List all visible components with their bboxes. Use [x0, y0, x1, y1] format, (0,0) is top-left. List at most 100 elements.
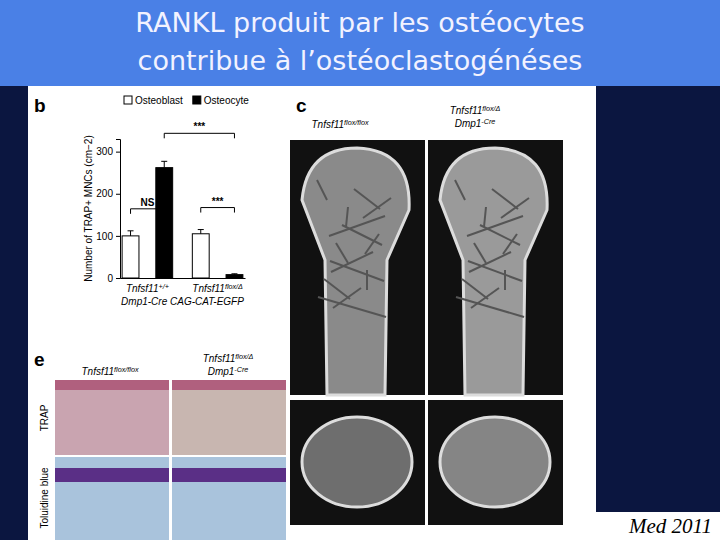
image-label: Tnfsf11flox/Δ: [450, 104, 501, 116]
text-sup: +/+: [158, 282, 168, 291]
trabecula: [456, 297, 524, 317]
text-base: Tnfsf11: [203, 353, 236, 364]
image-bg: [428, 400, 563, 525]
legend-label: Osteoblast: [135, 95, 183, 106]
row-label: Toluidine blue: [39, 467, 50, 529]
trabecula: [484, 207, 486, 227]
y-axis-title: Number of TRAP+ MNCs (cm−2): [83, 135, 94, 282]
bar: [226, 275, 243, 278]
trabecula: [503, 234, 517, 254]
significance-bracket: [164, 133, 234, 138]
error-bar: [128, 231, 134, 236]
y-tick-label: 300: [96, 146, 113, 157]
y-tick-label: 200: [96, 188, 113, 199]
text-sup: flox/Δ: [482, 104, 500, 113]
bar: [192, 234, 209, 278]
trabecula: [330, 261, 384, 281]
y-tick: 200: [96, 188, 120, 199]
text-sup: flox/flox: [114, 365, 139, 374]
trabecula: [474, 243, 486, 263]
y-tick-mark: [116, 194, 120, 195]
source: Med 2011: [628, 514, 712, 538]
text-sup: -Cre: [481, 117, 495, 126]
trabecula: [492, 189, 518, 209]
trabecula: [504, 270, 506, 290]
image-label: Tnfsf11flox/flox: [312, 118, 369, 130]
slide: RANKL produit par les ostéocytes contribu…: [0, 0, 720, 540]
significance-label: ***: [194, 121, 206, 132]
error-bar-stem: [200, 230, 201, 234]
y-tick-label: 0: [107, 273, 113, 284]
y-axis-line: [116, 140, 121, 279]
x-axis: Tnfsf11+/+ Tnfsf11flox/Δ: [121, 278, 246, 294]
image-label: Tnfsf11flox/Δ: [203, 352, 254, 364]
text-base: Tnfsf11: [82, 366, 115, 377]
tb-band: [55, 468, 169, 482]
error-bar: [198, 230, 204, 234]
error-bar-cap: [128, 230, 134, 231]
x-tick-label: Tnfsf11flox/Δ: [192, 282, 243, 294]
significance: ***: [201, 196, 235, 213]
figure-panel: [28, 86, 596, 540]
x-tick: Tnfsf11flox/Δ: [192, 278, 243, 294]
trabecula: [354, 189, 380, 209]
y-tick-label: 100: [96, 231, 113, 242]
slide-title: RANKL produit par les ostéocytes: [135, 7, 584, 38]
trabecula: [455, 180, 465, 200]
x-axis-title: Dmp1-Cre CAG-CAT-EGFP: [121, 296, 244, 307]
text-sup: flox/flox: [344, 118, 369, 127]
error-bar-stem: [130, 231, 131, 236]
text-base: Dmp1: [455, 118, 482, 129]
significance-label: NS: [140, 197, 154, 208]
error-bar-cap: [231, 273, 237, 274]
text-sup: -Cre: [234, 365, 248, 374]
trap-image: [55, 380, 169, 455]
trabecula: [365, 234, 379, 254]
femur: [302, 148, 409, 395]
image-label: Dmp1-Cre: [208, 365, 249, 377]
legend-item: Osteoblast: [124, 95, 183, 106]
error-bar-stem: [164, 161, 165, 167]
significance-bracket: [201, 208, 235, 213]
x-axis-line: [121, 278, 246, 279]
significance: NS: [131, 197, 165, 214]
text-base: Tnfsf11: [312, 119, 345, 130]
row-label: TRAP: [39, 404, 50, 431]
legend: Osteoblast Osteocyte: [124, 95, 249, 106]
micro-ct-images: [290, 140, 563, 525]
y-tick-mark: [116, 236, 120, 237]
significance: ***: [164, 121, 234, 138]
trap-band: [55, 380, 169, 390]
cross-section: [302, 417, 412, 507]
femur: [440, 148, 547, 395]
tb-image: [172, 457, 286, 540]
y-tick: 100: [96, 231, 120, 242]
y-tick-mark: [116, 152, 120, 153]
x-tick-label: Tnfsf11+/+: [126, 282, 169, 294]
trap-band: [172, 380, 286, 390]
y-tick-mark: [116, 278, 120, 279]
image-label: Tnfsf11flox/flox: [82, 365, 139, 377]
trabecula: [366, 270, 368, 290]
bar: [122, 236, 139, 278]
y-tick: 300: [96, 146, 120, 157]
legend-swatch: [124, 96, 132, 104]
text-base: Tnfsf11: [126, 283, 159, 294]
x-tick: Tnfsf11+/+: [126, 278, 169, 294]
text-base: Tnfsf11: [450, 105, 483, 116]
error-bar-cap: [198, 229, 204, 230]
error-bar-cap: [161, 161, 167, 162]
panel-letter: c: [296, 95, 307, 116]
trabecula: [480, 225, 520, 245]
slide-title: contribue à l’ostéoclastogénéses: [138, 45, 583, 76]
significance-label: ***: [212, 196, 224, 207]
legend-label: Osteocyte: [204, 95, 249, 106]
image-bg: [290, 140, 425, 395]
legend-item: Osteocyte: [193, 95, 249, 106]
legend-swatch: [193, 96, 201, 104]
cross-section: [440, 417, 550, 507]
trabecula: [468, 261, 522, 281]
error-bar: [161, 161, 167, 167]
image-bg: [428, 140, 563, 395]
tb-band: [172, 468, 286, 482]
